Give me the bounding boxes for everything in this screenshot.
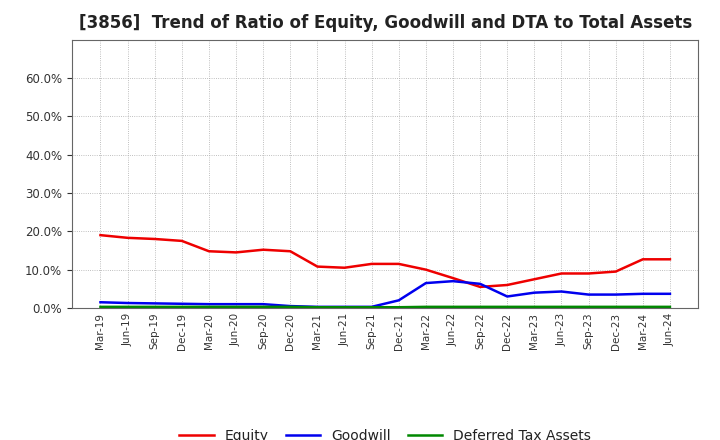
Equity (449, 275, 457, 281)
Equity (259, 247, 268, 253)
Goodwill (611, 292, 620, 297)
Deferred Tax Assets (232, 304, 240, 309)
Goodwill (367, 304, 376, 309)
Deferred Tax Assets (367, 304, 376, 310)
Equity (178, 238, 186, 244)
Equity (313, 264, 322, 269)
Goodwill (123, 301, 132, 306)
Line: Goodwill: Goodwill (101, 281, 670, 307)
Deferred Tax Assets (639, 304, 647, 309)
Goodwill (232, 301, 240, 307)
Deferred Tax Assets (665, 304, 674, 309)
Equity (341, 265, 349, 270)
Equity (204, 249, 213, 254)
Deferred Tax Assets (421, 304, 430, 309)
Deferred Tax Assets (123, 304, 132, 309)
Deferred Tax Assets (204, 304, 213, 309)
Goodwill (178, 301, 186, 306)
Equity (530, 277, 539, 282)
Goodwill (259, 301, 268, 307)
Deferred Tax Assets (557, 304, 566, 309)
Goodwill (530, 290, 539, 295)
Deferred Tax Assets (341, 304, 349, 310)
Deferred Tax Assets (150, 304, 159, 309)
Equity (286, 249, 294, 254)
Equity (557, 271, 566, 276)
Goodwill (665, 291, 674, 297)
Goodwill (313, 304, 322, 309)
Equity (367, 261, 376, 267)
Deferred Tax Assets (259, 304, 268, 309)
Equity (150, 236, 159, 242)
Goodwill (557, 289, 566, 294)
Legend: Equity, Goodwill, Deferred Tax Assets: Equity, Goodwill, Deferred Tax Assets (174, 424, 597, 440)
Equity (639, 257, 647, 262)
Title: [3856]  Trend of Ratio of Equity, Goodwill and DTA to Total Assets: [3856] Trend of Ratio of Equity, Goodwil… (78, 15, 692, 33)
Deferred Tax Assets (476, 304, 485, 309)
Deferred Tax Assets (178, 304, 186, 309)
Goodwill (286, 304, 294, 309)
Goodwill (503, 294, 511, 299)
Goodwill (341, 304, 349, 309)
Goodwill (150, 301, 159, 306)
Deferred Tax Assets (313, 304, 322, 310)
Goodwill (476, 281, 485, 286)
Goodwill (449, 279, 457, 284)
Equity (503, 282, 511, 288)
Goodwill (395, 298, 403, 303)
Goodwill (96, 300, 105, 305)
Line: Equity: Equity (101, 235, 670, 287)
Equity (232, 250, 240, 255)
Deferred Tax Assets (449, 304, 457, 309)
Equity (476, 284, 485, 290)
Goodwill (639, 291, 647, 297)
Goodwill (204, 301, 213, 307)
Equity (123, 235, 132, 241)
Deferred Tax Assets (286, 304, 294, 309)
Deferred Tax Assets (530, 304, 539, 309)
Equity (395, 261, 403, 267)
Equity (665, 257, 674, 262)
Equity (96, 232, 105, 238)
Deferred Tax Assets (584, 304, 593, 309)
Goodwill (421, 280, 430, 286)
Equity (421, 267, 430, 272)
Deferred Tax Assets (611, 304, 620, 309)
Equity (584, 271, 593, 276)
Deferred Tax Assets (503, 304, 511, 309)
Equity (611, 269, 620, 274)
Deferred Tax Assets (395, 304, 403, 310)
Goodwill (584, 292, 593, 297)
Deferred Tax Assets (96, 304, 105, 309)
